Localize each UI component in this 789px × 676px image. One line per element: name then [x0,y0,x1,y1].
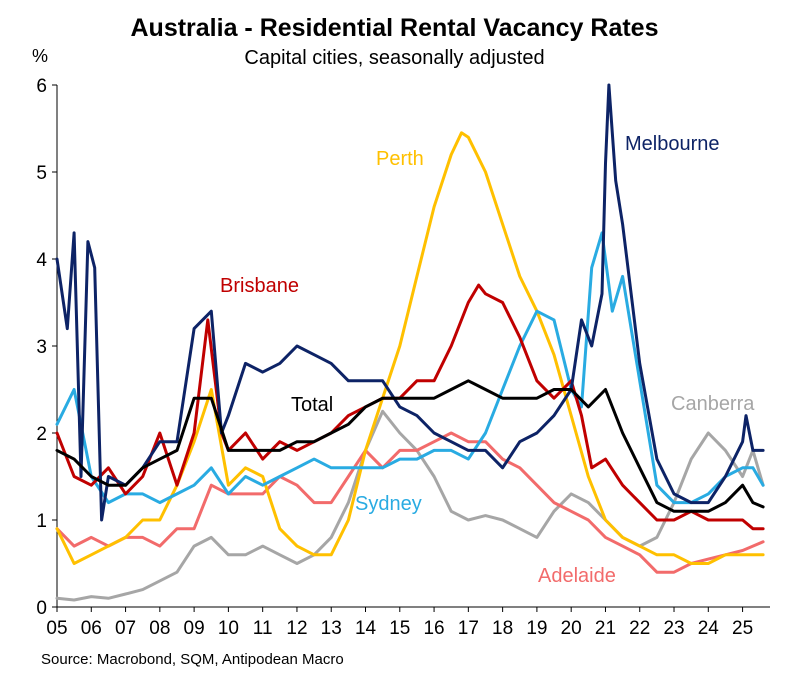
chart-title: Australia - Residential Rental Vacancy R… [130,14,659,42]
series-line-brisbane [55,283,765,531]
source-note: Source: Macrobond, SQM, Antipodean Macro [41,651,344,668]
y-tick-label: 1 [36,511,47,532]
x-tick-label: 07 [115,618,136,639]
series-line-total [55,379,765,513]
series-label-adelaide: Adelaide [538,565,616,587]
series-line-adelaide [55,431,765,574]
series-label-perth: Perth [376,148,424,170]
x-tick-label: 25 [732,618,753,639]
x-tick-label: 11 [253,618,273,639]
y-tick-label: 5 [36,163,47,184]
y-tick-label: 2 [36,424,47,445]
y-tick-label: 0 [36,598,47,619]
y-axis-unit-label: % [32,46,48,66]
x-tick-label: 14 [355,618,377,639]
x-tick-label: 19 [526,618,547,639]
series-label-melbourne: Melbourne [625,133,720,155]
x-tick-label: 20 [561,618,582,639]
x-tick-label: 24 [698,618,720,639]
x-tick-label: 23 [663,618,684,639]
series-line-sydney [55,231,765,505]
y-tick-label: 6 [36,76,47,97]
series-label-canberra: Canberra [671,393,755,415]
x-tick-label: 16 [423,618,444,639]
x-tick-label: 13 [321,618,342,639]
series-lines [55,83,765,602]
x-tick-label: 22 [629,618,650,639]
series-label-total: Total [291,394,333,416]
series-label-brisbane: Brisbane [220,275,299,297]
x-tick-label: 17 [458,618,479,639]
x-tick-label: 10 [218,618,239,639]
chart-subtitle: Capital cities, seasonally adjusted [244,47,545,69]
x-tick-label: 09 [184,618,205,639]
x-tick-label: 12 [286,618,307,639]
x-tick-label: 06 [81,618,102,639]
x-tick-label: 08 [149,618,170,639]
x-tick-label: 05 [46,618,67,639]
x-tick-label: 18 [492,618,513,639]
x-tick-label: 15 [389,618,410,639]
series-label-sydney: Sydney [355,493,422,515]
series-labels: Melbourne Perth Brisbane Total Canberra Sydne… [220,133,755,587]
y-tick-label: 4 [36,250,47,271]
y-tick-label: 3 [36,337,47,358]
x-tick-label: 21 [595,618,616,639]
